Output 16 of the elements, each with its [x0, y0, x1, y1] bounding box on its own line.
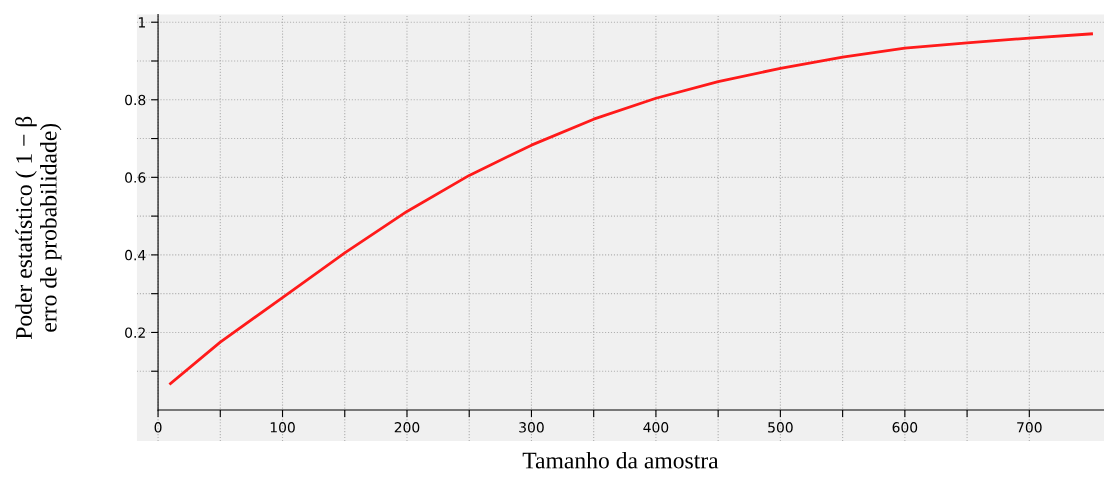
y-tick-label: 0.4: [125, 249, 146, 261]
y-tick-label: 0.8: [125, 94, 146, 106]
x-tick-label: 400: [643, 422, 669, 433]
line-series: [169, 32, 1093, 386]
x-tick-label: 500: [768, 422, 793, 433]
x-tick-label: 200: [394, 422, 420, 433]
x-axis-title: Tamanho da amostra: [522, 451, 719, 469]
x-tick-label: 0: [154, 422, 162, 433]
x-tick-label: 300: [519, 422, 544, 433]
x-tick-label: 700: [1017, 422, 1042, 433]
x-tick-label: 100: [270, 422, 295, 433]
y-tick-label: 0.6: [125, 172, 146, 183]
y-axis-title: Poder estatístico ( 1 − β erro de probabilidade): [15, 116, 62, 340]
x-tick-label: 600: [892, 422, 918, 433]
y-tick-label: 0.2: [125, 327, 145, 338]
y-tick-label: 1: [138, 17, 145, 28]
